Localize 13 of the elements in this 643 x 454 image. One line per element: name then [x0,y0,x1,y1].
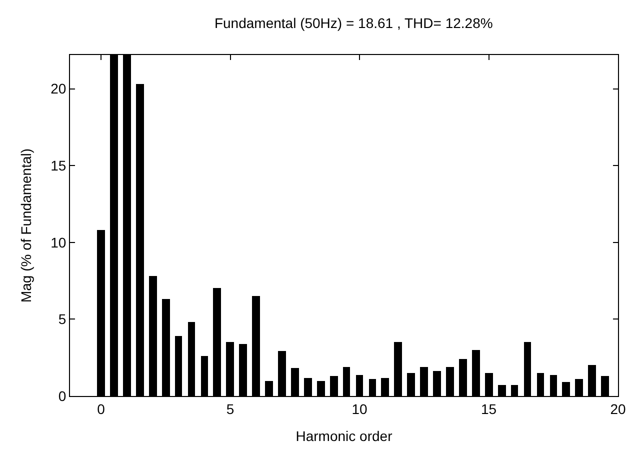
x-tick-label: 5 [226,400,234,417]
chart-title: Fundamental (50Hz) = 18.61 , THD= 12.28% [214,14,493,31]
x-tick-label: 10 [352,400,368,417]
x-tick-label: 20 [610,400,626,417]
x-axis-title: Harmonic order [296,428,393,444]
y-tick-label: 5 [58,311,66,328]
y-tick-label: 10 [50,234,66,250]
y-tick-label: 0 [58,388,66,404]
y-axis-title: Mag (% of Fundamental) [18,148,34,303]
y-tick-label: 15 [50,157,66,174]
x-tick-label: 0 [97,400,106,417]
x-tick-label: 15 [480,400,497,417]
y-tick-label: 20 [50,80,66,97]
